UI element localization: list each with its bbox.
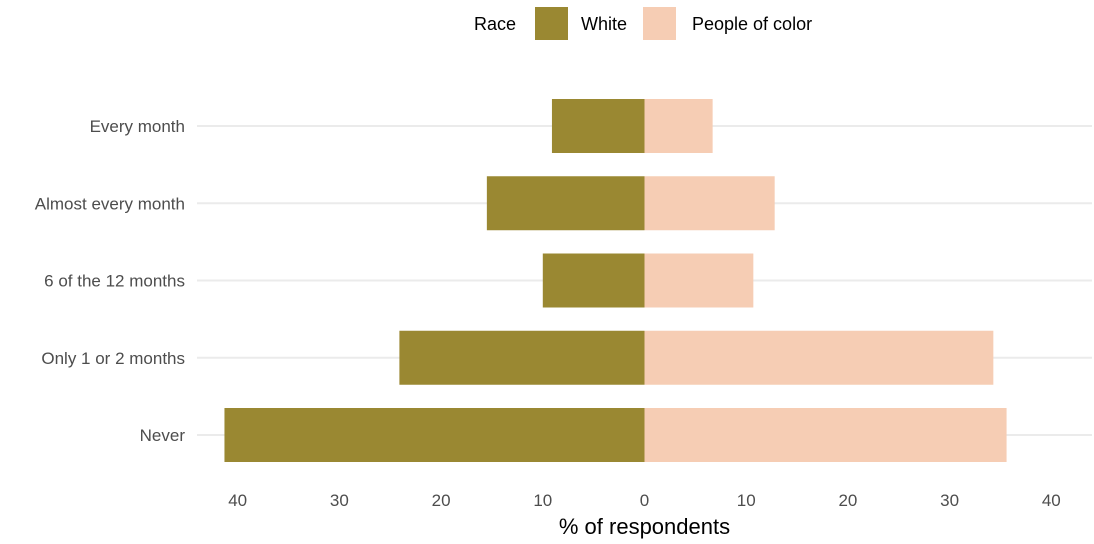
bar-white	[486, 176, 645, 231]
bar-white	[224, 408, 645, 462]
bar-white	[399, 330, 645, 385]
x-axis-title: % of respondents	[559, 514, 730, 539]
bar-people-of-color	[644, 176, 775, 231]
y-tick-label: Only 1 or 2 months	[41, 349, 185, 368]
x-tick-label: 10	[737, 491, 756, 510]
bar-white	[542, 253, 645, 308]
bar-white	[551, 99, 645, 153]
legend-label: People of color	[692, 14, 812, 34]
y-tick-label: 6 of the 12 months	[44, 272, 185, 291]
y-tick-label: Every month	[90, 117, 185, 136]
bar-people-of-color	[644, 99, 713, 153]
legend: Race White People of color	[474, 7, 812, 40]
legend-key	[643, 7, 676, 40]
bar-people-of-color	[644, 253, 754, 308]
y-tick-label: Never	[140, 426, 186, 445]
bar-people-of-color	[644, 330, 994, 385]
legend-label: White	[581, 14, 627, 34]
x-tick-label: 40	[228, 491, 247, 510]
x-tick-label: 30	[330, 491, 349, 510]
bars	[224, 99, 1007, 462]
x-tick-label: 30	[940, 491, 959, 510]
x-tick-label: 20	[838, 491, 857, 510]
y-tick-label: Almost every month	[35, 194, 185, 213]
x-tick-label: 20	[432, 491, 451, 510]
x-tick-label: 10	[533, 491, 552, 510]
y-axis-labels: Every month Almost every month 6 of the 12…	[35, 117, 186, 445]
bar-people-of-color	[644, 408, 1007, 462]
x-tick-label: 0	[640, 491, 649, 510]
x-axis-ticks: 40 30 20 10 0 10 20 30 40	[228, 491, 1061, 510]
legend-title: Race	[474, 14, 516, 34]
legend-key	[535, 7, 568, 40]
x-tick-label: 40	[1042, 491, 1061, 510]
